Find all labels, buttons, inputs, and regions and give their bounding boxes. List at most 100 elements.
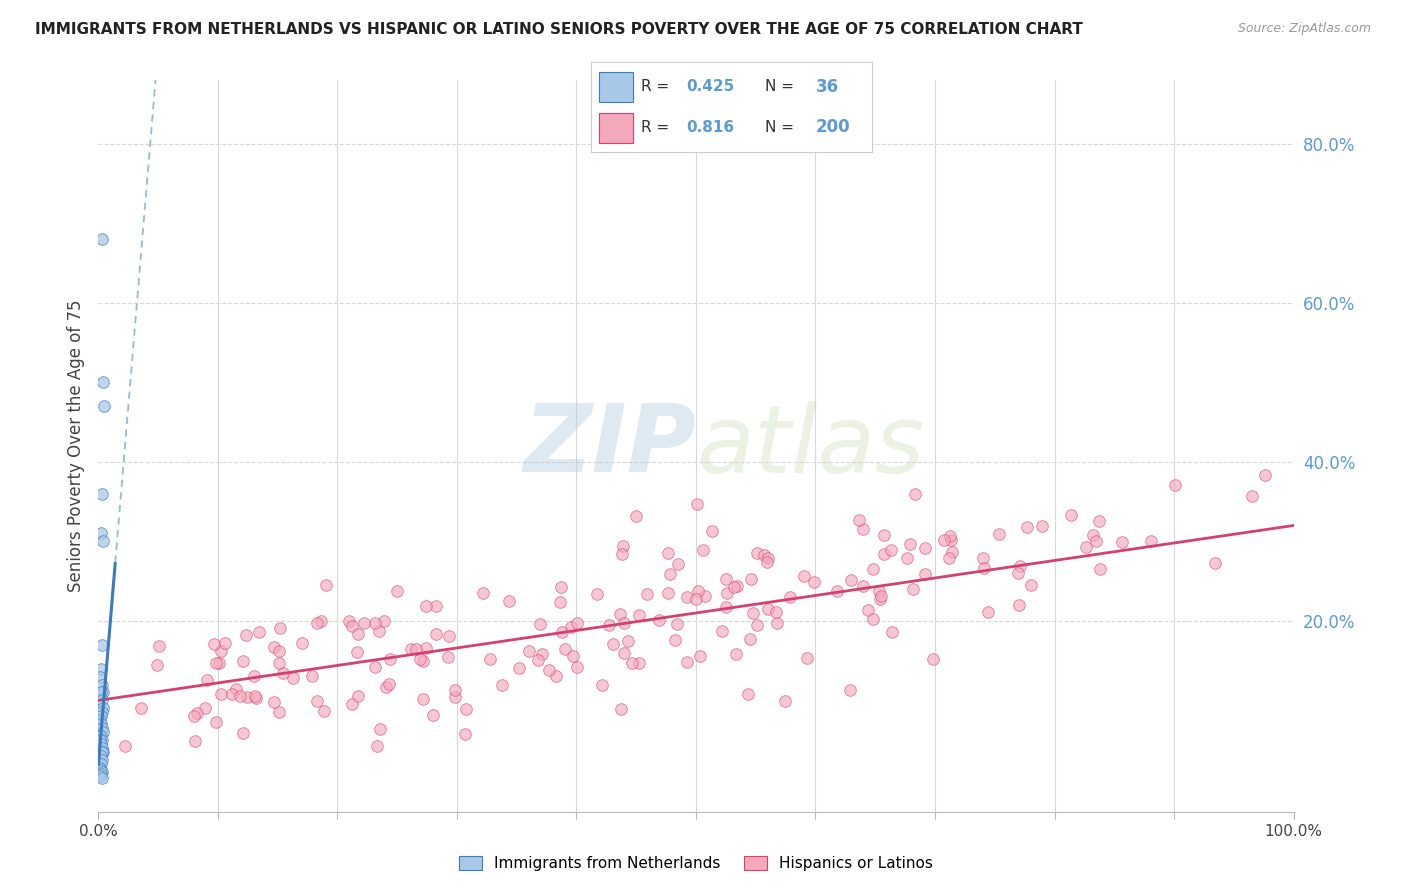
Point [373, 614, 395, 628]
Point [803, 574, 825, 589]
Point [263, 695, 285, 709]
Point [586, 587, 609, 601]
Point [91, 232, 114, 246]
Point [471, 586, 494, 600]
Point [454, 702, 477, 716]
Point [91, 486, 114, 500]
Point [267, 706, 290, 720]
Point [647, 613, 669, 627]
Point [612, 547, 634, 561]
Point [197, 673, 219, 688]
Point [852, 522, 875, 536]
Point [368, 723, 391, 737]
Point [1060, 508, 1083, 523]
Point [664, 632, 686, 647]
Point [91, 753, 114, 767]
Point [399, 641, 422, 656]
Text: 200: 200 [815, 118, 851, 136]
Point [508, 661, 530, 675]
Point [939, 529, 962, 543]
Point [209, 644, 232, 658]
FancyBboxPatch shape [599, 72, 633, 102]
Point [723, 580, 745, 594]
Point [412, 655, 434, 669]
Point [129, 701, 152, 715]
Point [353, 616, 375, 631]
Point [700, 524, 723, 539]
Point [741, 607, 763, 621]
Point [976, 606, 998, 620]
Point [1031, 518, 1053, 533]
Point [377, 677, 399, 691]
Point [685, 591, 707, 606]
Point [613, 646, 636, 660]
Text: ZIP: ZIP [523, 400, 696, 492]
Point [114, 739, 136, 753]
Point [271, 666, 294, 681]
Point [367, 624, 389, 638]
Point [364, 660, 387, 674]
Text: 0.816: 0.816 [686, 120, 734, 135]
Point [93, 399, 115, 413]
Point [686, 584, 709, 599]
Point [740, 632, 762, 646]
Point [873, 547, 896, 561]
Point [1090, 562, 1112, 576]
Point [91, 701, 114, 715]
Text: R =: R = [641, 79, 675, 95]
Point [269, 644, 291, 658]
Point [636, 587, 658, 601]
Point [841, 573, 863, 587]
Point [91, 745, 114, 759]
Point [862, 612, 884, 626]
Point [765, 605, 787, 619]
Point [544, 669, 567, 683]
Point [689, 648, 711, 663]
Point [232, 654, 254, 668]
Point [714, 572, 737, 586]
Point [342, 619, 364, 633]
Point [1015, 520, 1038, 534]
Point [346, 645, 368, 659]
Point [737, 688, 759, 702]
Point [716, 586, 738, 600]
Point [666, 616, 689, 631]
Text: N =: N = [765, 79, 799, 95]
Point [454, 727, 477, 741]
Text: Source: ZipAtlas.com: Source: ZipAtlas.com [1237, 22, 1371, 36]
Text: R =: R = [641, 120, 675, 135]
Point [236, 690, 259, 704]
Point [184, 733, 207, 747]
Point [186, 706, 208, 721]
Point [987, 527, 1010, 541]
Point [91, 764, 114, 779]
Point [148, 640, 170, 654]
Point [862, 562, 884, 576]
Point [91, 534, 114, 549]
Text: 0.425: 0.425 [686, 79, 734, 95]
Point [491, 678, 513, 692]
Point [1083, 527, 1105, 541]
Point [366, 739, 388, 754]
Point [245, 691, 267, 706]
Text: atlas: atlas [696, 401, 924, 491]
Point [972, 551, 994, 566]
Point [676, 590, 699, 604]
Point [89, 714, 111, 728]
Point [766, 616, 789, 631]
Point [839, 683, 862, 698]
Point [598, 617, 620, 632]
Point [91, 771, 114, 785]
Point [1163, 478, 1185, 492]
Point [405, 642, 427, 657]
Point [745, 546, 768, 560]
Point [346, 627, 368, 641]
Point [793, 569, 815, 583]
Point [921, 652, 943, 666]
Point [364, 615, 387, 630]
Point [827, 583, 849, 598]
Point [517, 644, 540, 658]
Point [415, 640, 437, 655]
Point [657, 546, 679, 560]
Point [409, 652, 432, 666]
